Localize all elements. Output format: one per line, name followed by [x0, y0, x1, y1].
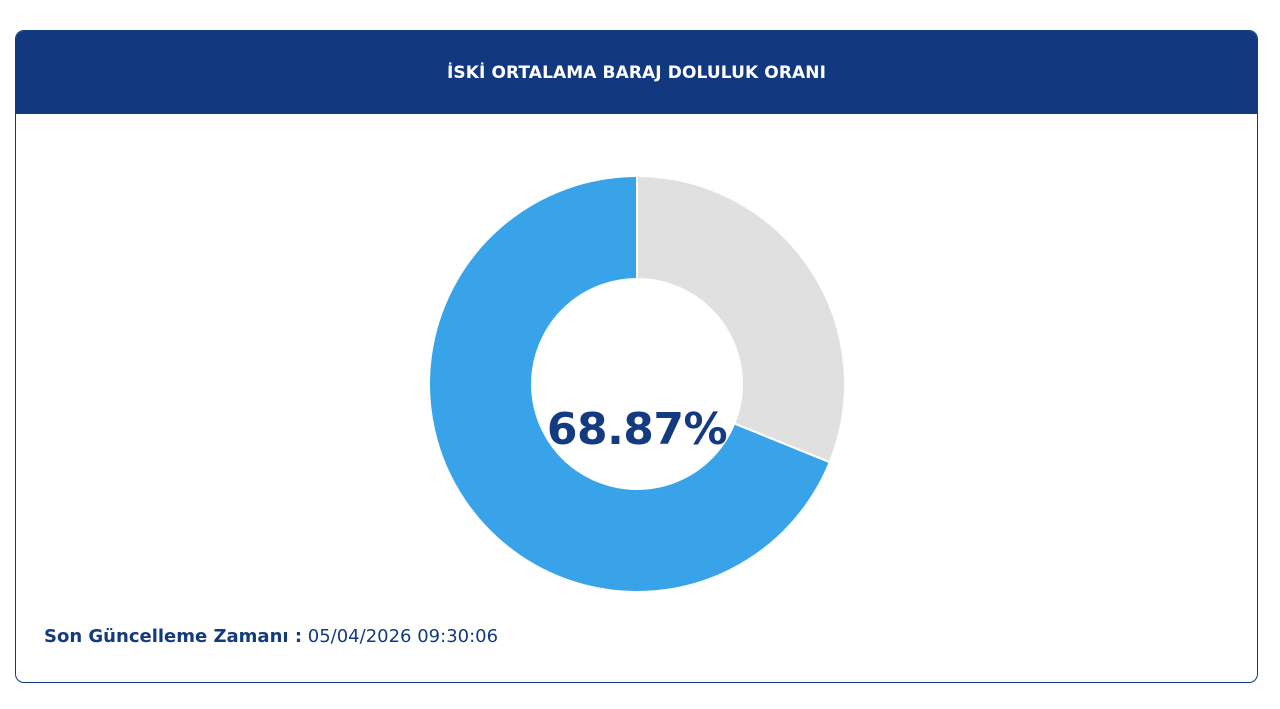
card-title: İSKİ ORTALAMA BARAJ DOLULUK ORANI [446, 62, 827, 83]
donut-chart: 68.87% [16, 114, 1257, 614]
dam-occupancy-card: İSKİ ORTALAMA BARAJ DOLULUK ORANI 68.87%… [15, 30, 1258, 683]
empty-segment [636, 174, 846, 464]
last-update-label: Son Güncelleme Zamanı : [44, 626, 303, 647]
donut-chart-svg [428, 174, 846, 593]
center-percentage: 68.87% [546, 404, 728, 455]
last-update-value: 05/04/2026 09:30:06 [307, 626, 499, 647]
filled-segment [428, 174, 832, 593]
last-update: Son Güncelleme Zamanı : 05/04/2026 09:30… [44, 626, 498, 647]
card-header: İSKİ ORTALAMA BARAJ DOLULUK ORANI [16, 31, 1257, 114]
